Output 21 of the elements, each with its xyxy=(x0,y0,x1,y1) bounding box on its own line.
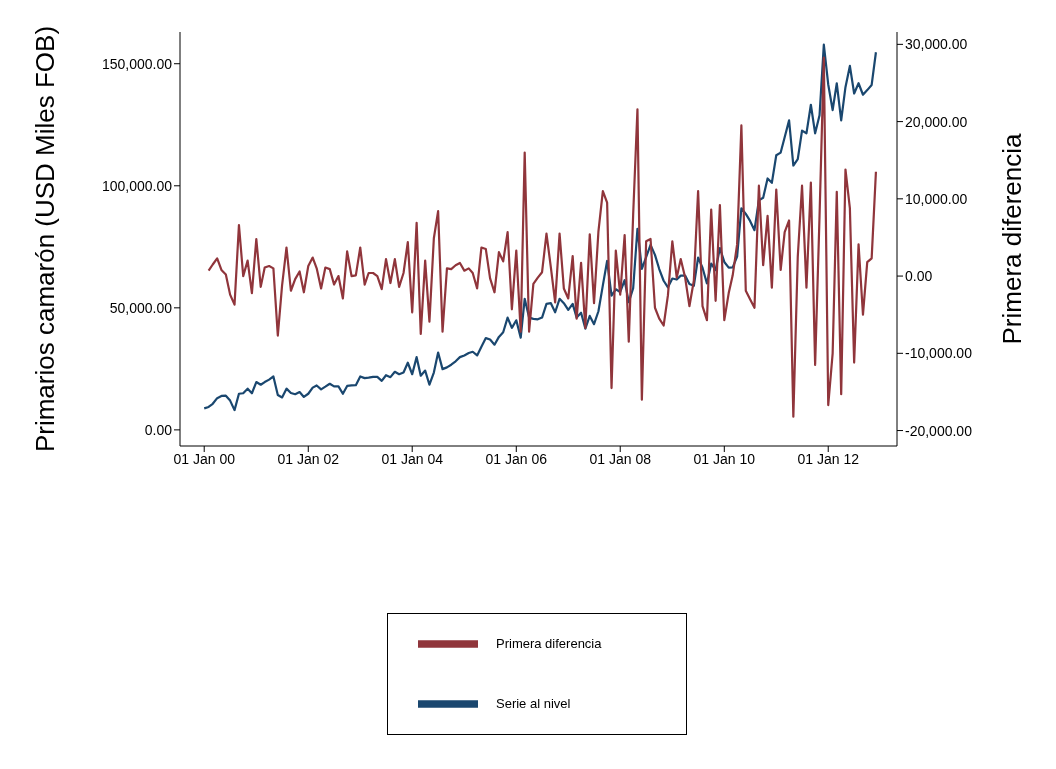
x-tick-label: 01 Jan 02 xyxy=(277,450,340,467)
y-axis-title: Primarios camarón (USD Miles FOB) xyxy=(30,25,61,453)
y2-axis-title: Primera diferencia xyxy=(997,132,1028,345)
y2-tick-label: 0.00 xyxy=(905,268,933,285)
y-tick-label: 150,000.00 xyxy=(101,55,173,72)
x-tick-label: 01 Jan 06 xyxy=(485,450,548,467)
y2-tick-label: 10,000.00 xyxy=(905,190,968,207)
legend-label: Serie al nivel xyxy=(496,696,571,712)
y2-tick-label: -20,000.00 xyxy=(905,422,973,439)
y-tick-label: 0.00 xyxy=(144,421,173,438)
x-tick-label: 01 Jan 10 xyxy=(693,450,756,467)
x-tick-label: 01 Jan 04 xyxy=(381,450,444,467)
x-tick-label: 01 Jan 12 xyxy=(797,450,860,467)
x-tick-label: 01 Jan 08 xyxy=(589,450,652,467)
y-tick-label: 50,000.00 xyxy=(109,299,173,316)
y-tick-label: 100,000.00 xyxy=(101,177,173,194)
y2-tick-label: 30,000.00 xyxy=(905,36,968,53)
legend-label: Primera diferencia xyxy=(496,636,602,652)
x-tick-label: 01 Jan 00 xyxy=(173,450,236,467)
y2-tick-label: 20,000.00 xyxy=(905,113,968,130)
y2-tick-label: -10,000.00 xyxy=(905,345,973,362)
